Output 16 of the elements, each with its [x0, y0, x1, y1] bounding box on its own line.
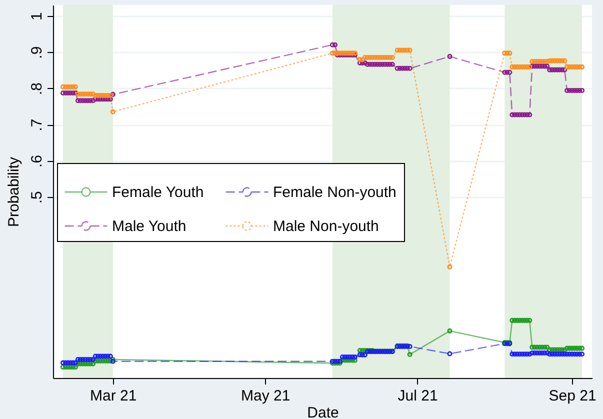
- y-axis-title: Probability: [6, 156, 22, 228]
- x-tick-label: Jul 21: [398, 388, 438, 404]
- y-tick-label: 1: [28, 12, 46, 21]
- legend-label: Female Youth: [112, 184, 204, 201]
- legend-label: Male Youth: [112, 218, 186, 235]
- x-tick-label: May 21: [241, 388, 290, 404]
- y-tick-label: .7: [28, 118, 46, 132]
- legend-label: Female Non-youth: [273, 184, 396, 201]
- y-tick-label: .9: [28, 46, 46, 59]
- y-tick-label: .6: [28, 154, 46, 168]
- legend-label: Male Non-youth: [273, 218, 379, 235]
- y-tick-label: .5: [28, 191, 46, 204]
- x-tick-label: Sep 21: [548, 388, 596, 404]
- y-tick-label: .8: [28, 82, 46, 96]
- x-axis-title: Date: [307, 404, 339, 419]
- x-tick-label: Mar 21: [90, 388, 137, 404]
